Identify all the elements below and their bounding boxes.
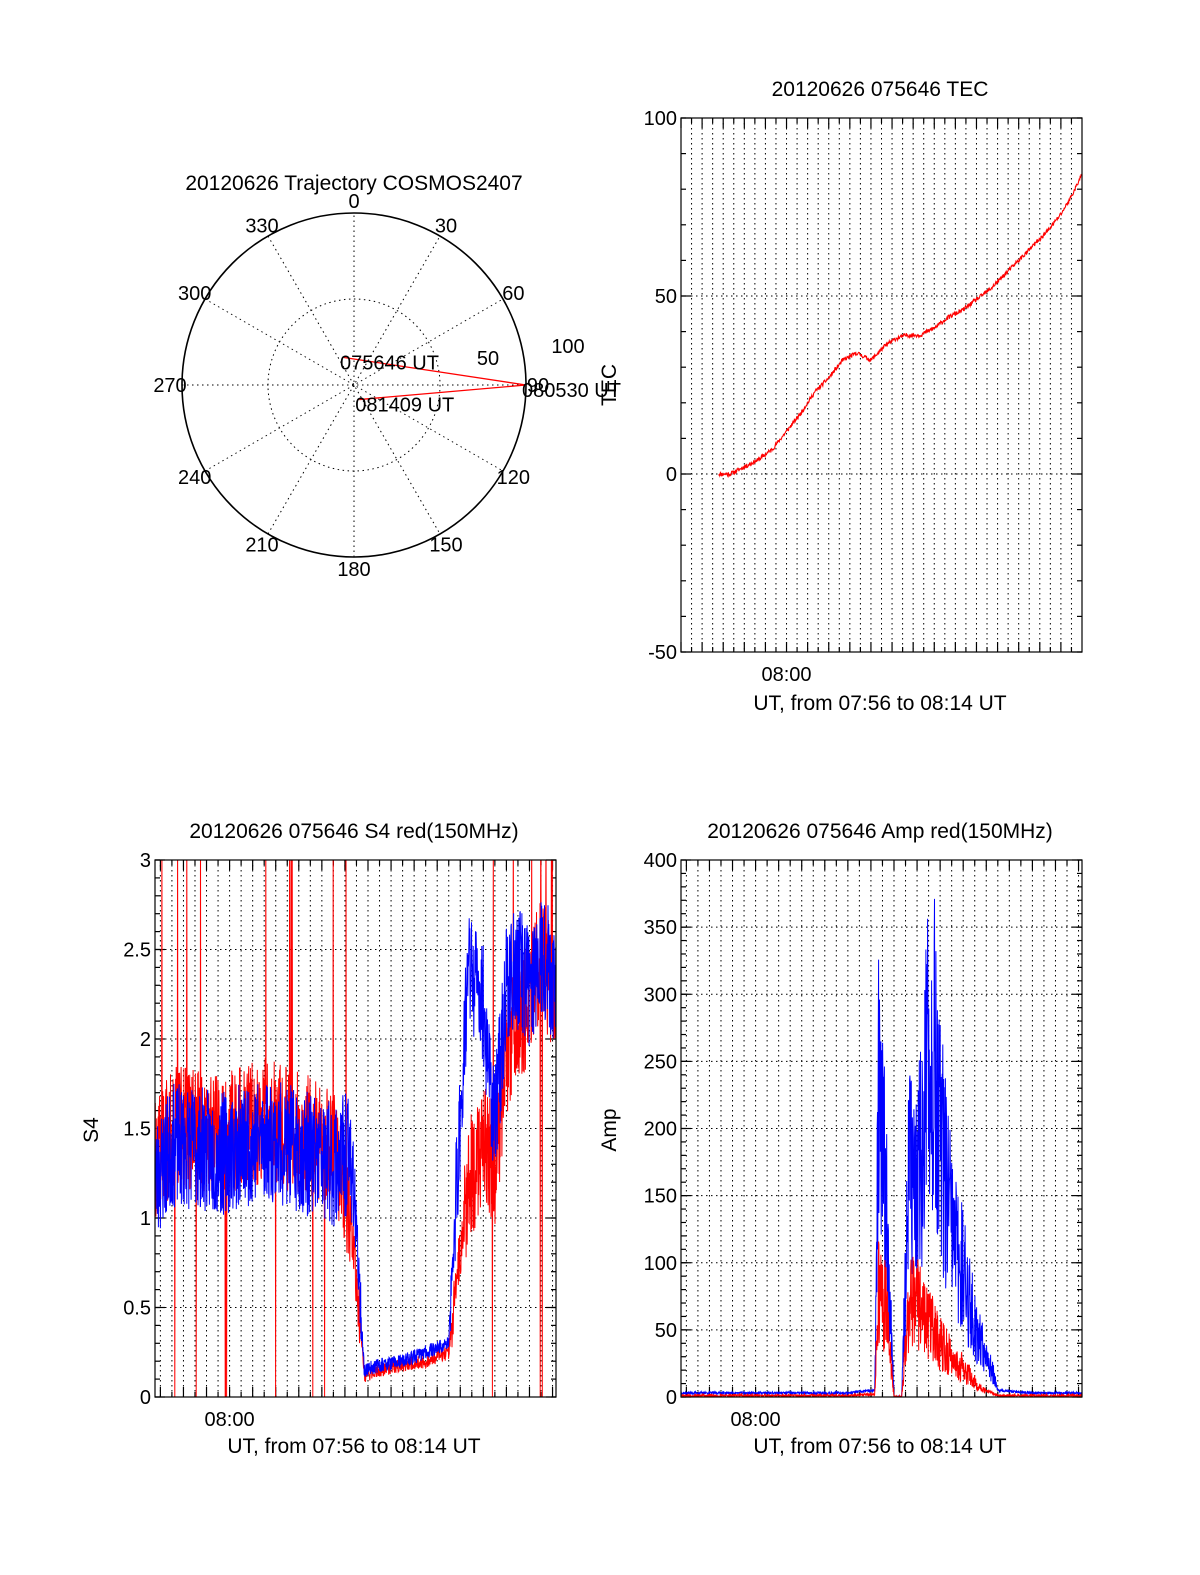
series-line (681, 898, 1082, 1397)
chart-title: 20120626 Trajectory COSMOS2407 (185, 172, 522, 195)
radial-label: 100 (551, 336, 584, 358)
azimuth-labels: 0 30 60 90 120 150 180 210 240 270 300 330 50 100 (153, 191, 584, 581)
y-tick-label: 0.5 (123, 1298, 151, 1320)
y-tick-label: 300 (644, 984, 677, 1006)
y-tick-label: 400 (644, 850, 677, 872)
x-tick-label: 08:00 (731, 1409, 781, 1431)
azimuth-label: 0 (348, 191, 359, 213)
azimuth-label: 330 (245, 216, 278, 238)
y-axis-label: S4 (80, 1117, 103, 1143)
trajectory-time-label: 081409 UT (355, 395, 454, 417)
azimuth-label: 150 (429, 534, 462, 556)
chart-title: 20120626 075646 S4 red(150MHz) (189, 820, 518, 843)
y-axis-label: Amp (598, 1108, 621, 1151)
y-tick-label: 200 (644, 1119, 677, 1141)
polar-outer-circle (181, 212, 527, 558)
azimuth-label: 60 (502, 283, 524, 305)
series-group (155, 860, 556, 1397)
chart-title: 20120626 075646 Amp red(150MHz) (707, 820, 1053, 843)
azimuth-label: 90 (527, 375, 549, 397)
y-axis-label: TEC (598, 364, 621, 406)
y-tick-label: 50 (655, 1320, 677, 1342)
y-tick-label: -50 (648, 642, 677, 664)
y-tick-label: 350 (644, 917, 677, 939)
x-axis-label: UT, from 07:56 to 08:14 UT (753, 1435, 1006, 1458)
azimuth-label: 120 (497, 467, 530, 489)
y-tick-label: 100 (644, 108, 677, 130)
series-group (681, 898, 1082, 1397)
amp-chart: 20120626 075646 Amp red(150MHz) 0 50 100 15… (598, 820, 1083, 1458)
series-line (718, 172, 1082, 479)
y-tick-label: 3 (140, 850, 151, 872)
y-tick-label: 50 (655, 286, 677, 308)
series-line (155, 902, 556, 1377)
trajectory-line (343, 356, 527, 401)
y-tick-label: 2.5 (123, 940, 151, 962)
y-tick-label: 1 (140, 1208, 151, 1230)
azimuth-label: 180 (337, 559, 370, 581)
azimuth-label: 210 (245, 534, 278, 556)
y-tick-label: 150 (644, 1186, 677, 1208)
chart-title: 20120626 075646 TEC (772, 78, 989, 101)
y-tick-label: 0 (140, 1387, 151, 1409)
azimuth-label: 270 (153, 375, 186, 397)
trajectory-chart: 20120626 Trajectory COSMOS2407 0 30 60 90 12… (153, 172, 621, 581)
polar-grid-circle (267, 298, 441, 472)
y-tick-label: 1.5 (123, 1119, 151, 1141)
y-tick-label: 100 (644, 1253, 677, 1275)
radial-label: 50 (477, 348, 499, 370)
y-tick-label: 0 (666, 464, 677, 486)
x-axis-label: UT, from 07:56 to 08:14 UT (227, 1435, 480, 1458)
azimuth-label: 300 (178, 283, 211, 305)
azimuth-label: 30 (435, 216, 457, 238)
x-axis-label: UT, from 07:56 to 08:14 UT (753, 692, 1006, 715)
plot-frame (680, 117, 1083, 653)
trajectory-track: 075646 UT 080530 UT 081409 UT (340, 353, 621, 417)
y-tick-label: 250 (644, 1051, 677, 1073)
x-tick-label: 08:00 (205, 1409, 255, 1431)
y-tick-label: 0 (666, 1387, 677, 1409)
plot-frame (154, 859, 557, 1398)
series-group (718, 172, 1082, 479)
trajectory-time-label: 075646 UT (340, 353, 439, 375)
series-line (681, 1241, 1082, 1397)
trajectory-time-label: 080530 UT (522, 380, 621, 402)
plot-frame (680, 859, 1083, 1398)
tec-chart: 20120626 075646 TEC -50 0 50 100 08:00 UT, f… (598, 78, 1083, 715)
x-tick-label: 08:00 (761, 664, 811, 686)
s4-chart: 20120626 075646 S4 red(150MHz) 0 0.5 1 1.5 2… (80, 820, 557, 1458)
azimuth-label: 240 (178, 467, 211, 489)
y-tick-label: 2 (140, 1029, 151, 1051)
polar-grid (181, 212, 527, 558)
